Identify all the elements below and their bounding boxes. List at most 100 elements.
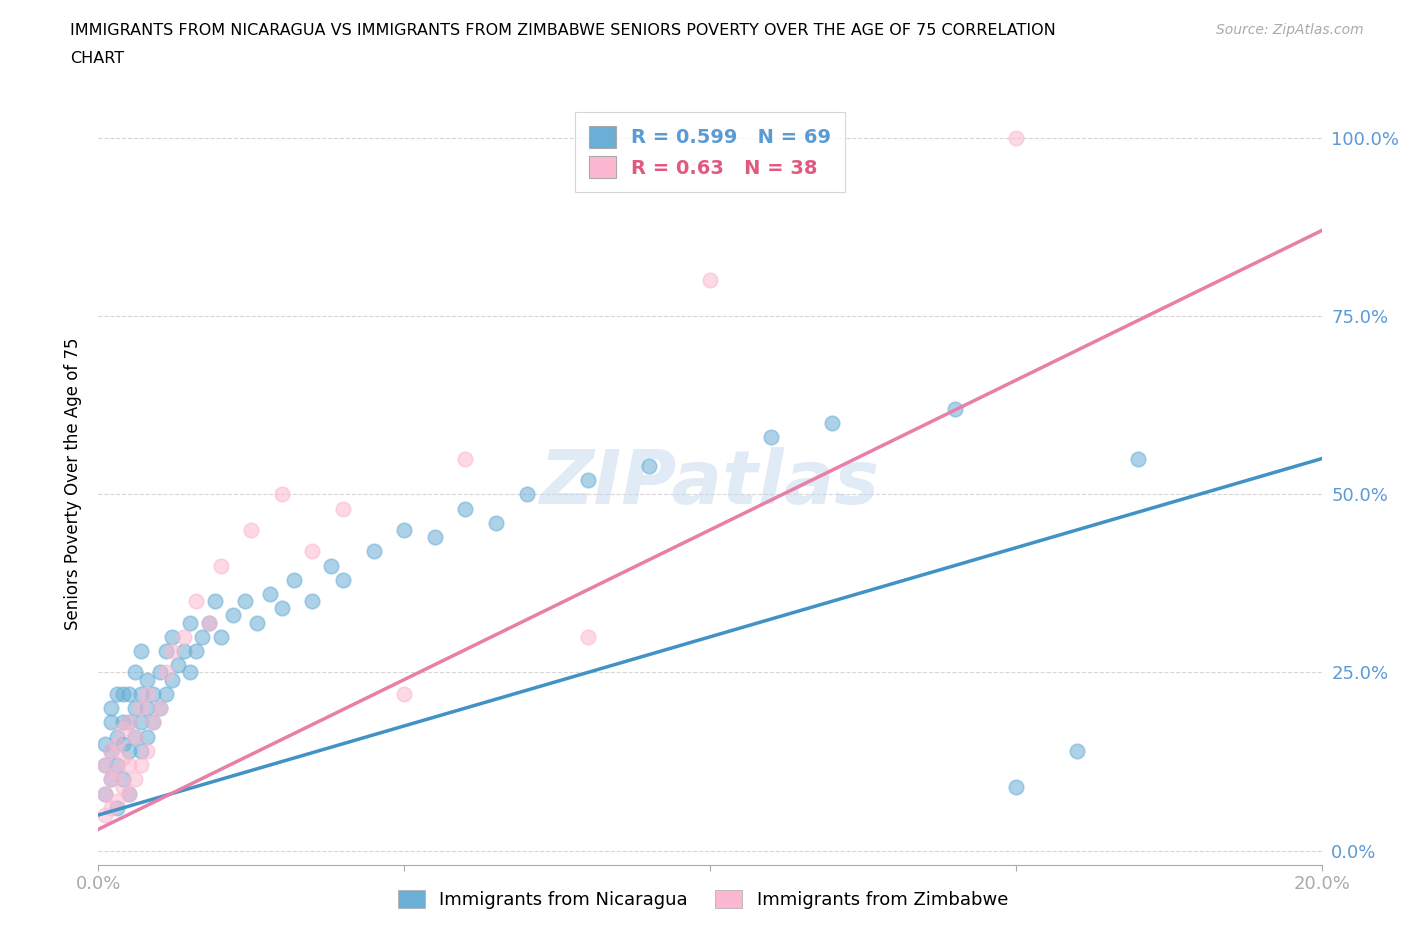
Point — [392, 523, 416, 538]
Point — [332, 572, 354, 587]
Point — [124, 729, 146, 744]
Text: IMMIGRANTS FROM NICARAGUA VS IMMIGRANTS FROM ZIMBABWE SENIORS POVERTY OVER THE A: IMMIGRANTS FROM NICARAGUA VS IMMIGRANTS … — [70, 23, 1056, 38]
Point — [209, 630, 232, 644]
Point — [124, 700, 146, 715]
Point — [93, 758, 115, 773]
Point — [283, 572, 305, 587]
Point — [149, 665, 172, 680]
Point — [160, 644, 183, 658]
Point — [129, 743, 152, 758]
Point — [197, 615, 219, 630]
Point — [576, 472, 599, 487]
Point — [93, 786, 115, 801]
Point — [759, 430, 782, 445]
Point — [319, 558, 342, 573]
Point — [129, 758, 152, 773]
Point — [136, 686, 159, 701]
Point — [111, 751, 134, 765]
Point — [111, 686, 134, 701]
Point — [160, 672, 183, 687]
Point — [204, 593, 226, 608]
Point — [136, 672, 159, 687]
Point — [111, 715, 134, 730]
Point — [105, 686, 128, 701]
Point — [246, 615, 269, 630]
Point — [233, 593, 256, 608]
Point — [155, 686, 177, 701]
Point — [270, 486, 292, 501]
Point — [124, 665, 146, 680]
Point — [149, 700, 172, 715]
Point — [454, 451, 477, 466]
Point — [301, 544, 323, 559]
Point — [100, 715, 122, 730]
Point — [105, 793, 128, 808]
Point — [179, 665, 201, 680]
Point — [191, 630, 214, 644]
Point — [136, 729, 159, 744]
Point — [454, 501, 477, 516]
Point — [93, 737, 115, 751]
Point — [100, 772, 122, 787]
Point — [124, 772, 146, 787]
Point — [186, 593, 208, 608]
Point — [173, 630, 195, 644]
Point — [129, 644, 152, 658]
Point — [129, 715, 152, 730]
Point — [100, 772, 122, 787]
Point — [118, 758, 141, 773]
Text: Source: ZipAtlas.com: Source: ZipAtlas.com — [1216, 23, 1364, 37]
Point — [1004, 130, 1026, 145]
Point — [118, 786, 141, 801]
Point — [209, 558, 232, 573]
Point — [1128, 451, 1150, 466]
Point — [129, 686, 152, 701]
Point — [100, 700, 122, 715]
Point — [111, 722, 134, 737]
Point — [105, 764, 128, 779]
Point — [142, 686, 165, 701]
Point — [136, 743, 159, 758]
Point — [129, 700, 152, 715]
Point — [637, 458, 661, 473]
Point — [160, 630, 183, 644]
Point — [149, 700, 172, 715]
Point — [142, 715, 165, 730]
Legend: Immigrants from Nicaragua, Immigrants from Zimbabwe: Immigrants from Nicaragua, Immigrants fr… — [391, 883, 1015, 916]
Point — [270, 601, 292, 616]
Point — [93, 758, 115, 773]
Point — [576, 630, 599, 644]
Point — [118, 686, 141, 701]
Point — [197, 615, 219, 630]
Point — [100, 743, 122, 758]
Legend: R = 0.599   N = 69, R = 0.63   N = 38: R = 0.599 N = 69, R = 0.63 N = 38 — [575, 112, 845, 192]
Point — [699, 273, 721, 288]
Point — [105, 729, 128, 744]
Point — [222, 608, 245, 623]
Point — [301, 593, 323, 608]
Point — [363, 544, 385, 559]
Point — [93, 807, 115, 822]
Point — [821, 416, 844, 431]
Point — [155, 644, 177, 658]
Point — [105, 758, 128, 773]
Point — [142, 715, 165, 730]
Point — [111, 779, 134, 794]
Point — [485, 515, 508, 530]
Point — [167, 658, 190, 672]
Point — [118, 786, 141, 801]
Point — [136, 700, 159, 715]
Point — [111, 772, 134, 787]
Point — [118, 715, 141, 730]
Y-axis label: Seniors Poverty Over the Age of 75: Seniors Poverty Over the Age of 75 — [65, 338, 83, 630]
Point — [118, 715, 141, 730]
Point — [105, 801, 128, 816]
Point — [118, 743, 141, 758]
Point — [111, 737, 134, 751]
Point — [332, 501, 354, 516]
Text: CHART: CHART — [70, 51, 124, 66]
Point — [155, 665, 177, 680]
Point — [1004, 779, 1026, 794]
Point — [179, 615, 201, 630]
Point — [186, 644, 208, 658]
